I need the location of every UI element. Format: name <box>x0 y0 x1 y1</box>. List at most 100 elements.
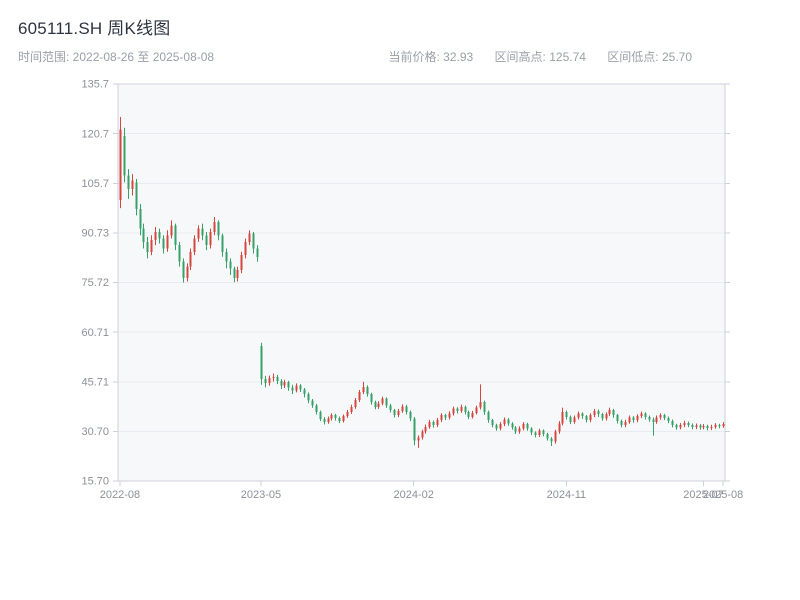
candle-body-down <box>291 387 294 391</box>
candle-body-down <box>182 261 185 279</box>
candle-body-down <box>409 411 412 419</box>
candle-body-down <box>432 421 435 426</box>
candle-body-up <box>440 415 443 421</box>
candle-body-up <box>636 416 639 421</box>
candle-body-down <box>256 248 259 257</box>
candle-body-down <box>413 418 416 441</box>
candle-body-down <box>495 425 498 429</box>
candle-body-up <box>628 417 631 422</box>
candle-body-down <box>691 424 694 428</box>
candle-body-down <box>217 222 220 236</box>
candle-body-down <box>319 412 322 419</box>
candle-body-up <box>327 418 330 422</box>
chart-header: 605111.SH 周K线图 时间范围: 2022-08-26 至 2025-0… <box>18 14 692 65</box>
candle-body-up <box>577 413 580 418</box>
candle-body-down <box>487 411 490 421</box>
candle-body-down <box>581 413 584 417</box>
candle-body-up <box>655 417 658 422</box>
candle-body-up <box>362 387 365 393</box>
candle-body-up <box>424 426 427 432</box>
candle-body-up <box>189 251 192 267</box>
candle-body-up <box>283 382 286 386</box>
x-axis-label: 2024-02 <box>393 489 433 501</box>
candle-body-up <box>150 240 153 252</box>
candle-body-down <box>456 408 459 411</box>
candle-body-up <box>448 413 451 418</box>
candle-body-down <box>511 423 514 428</box>
candle-body-down <box>370 394 373 402</box>
candle-body-up <box>248 233 251 242</box>
candle-body-down <box>205 235 208 246</box>
candle-body-up <box>401 406 404 411</box>
candle-body-up <box>154 231 157 241</box>
range-low-value: 25.70 <box>661 50 692 64</box>
candle-body-down <box>334 415 337 418</box>
y-axis-label: 75.72 <box>81 277 109 289</box>
candle-body-down <box>221 235 224 252</box>
candle-body-down <box>467 411 470 417</box>
candle-body-up <box>272 376 275 379</box>
candle-body-down <box>135 182 138 209</box>
candle-body-up <box>593 410 596 416</box>
candle-body-up <box>342 416 345 421</box>
candle-body-down <box>663 414 666 418</box>
current-price: 当前价格: 32.93 <box>388 50 473 64</box>
y-axis-label: 135.7 <box>81 79 109 91</box>
candle-body-up <box>714 425 717 427</box>
y-axis-label: 30.70 <box>81 426 109 438</box>
candle-body-down <box>526 424 529 429</box>
candle-body-down <box>612 410 615 416</box>
candle-body-up <box>710 426 713 429</box>
candle-body-up <box>722 424 725 427</box>
candle-body-down <box>366 387 369 395</box>
candle-body-down <box>162 238 165 249</box>
candle-body-up <box>381 398 384 404</box>
candle-body-down <box>687 422 690 425</box>
candle-body-down <box>483 401 486 412</box>
candle-body-down <box>464 406 467 412</box>
x-axis-label: 2022-08 <box>100 489 140 501</box>
candle-body-down <box>338 417 341 421</box>
candle-body-up <box>193 238 196 252</box>
candle-body-up <box>518 428 521 432</box>
candle-body-down <box>444 415 447 418</box>
candle-body-up <box>659 414 662 418</box>
candle-body-down <box>671 420 674 426</box>
candle-body-up <box>170 225 173 236</box>
price-stats: 当前价格: 32.93 区间高点: 125.74 区间低点: 25.70 <box>388 48 692 65</box>
candle-body-up <box>397 410 400 416</box>
candle-body-up <box>346 411 349 417</box>
range-high-label: 区间高点: <box>494 50 546 64</box>
candle-body-down <box>323 418 326 422</box>
page-title: 605111.SH 周K线图 <box>18 19 171 38</box>
candle-body-up <box>244 241 247 256</box>
range-high-value: 125.74 <box>549 50 586 64</box>
candle-body-down <box>139 208 142 229</box>
candle-body-down <box>233 268 236 279</box>
y-axis-label: 60.71 <box>81 327 109 339</box>
candle-body-up <box>589 415 592 421</box>
candle-body-down <box>276 376 279 381</box>
candle-body-up <box>640 413 643 417</box>
candle-body-up <box>213 222 216 232</box>
candle-body-up <box>479 401 482 408</box>
candle-body-down <box>299 385 302 390</box>
candle-body-up <box>608 410 611 415</box>
y-axis-label: 120.7 <box>81 128 109 140</box>
y-axis-label: 105.7 <box>81 178 109 190</box>
candle-body-up <box>475 407 478 413</box>
candle-body-up <box>573 417 576 422</box>
candle-body-down <box>632 417 635 421</box>
candle-body-up <box>538 430 541 436</box>
candle-body-down <box>229 261 232 269</box>
candle-body-down <box>585 416 588 421</box>
candle-body-up <box>436 420 439 426</box>
candle-body-down <box>597 410 600 415</box>
candle-body-up <box>209 231 212 246</box>
range-low-label: 区间低点: <box>607 50 659 64</box>
candle-body-up <box>624 421 627 426</box>
x-axis-label: 2025-07 <box>683 489 723 501</box>
candle-body-down <box>393 410 396 416</box>
candle-body-down <box>565 411 568 417</box>
